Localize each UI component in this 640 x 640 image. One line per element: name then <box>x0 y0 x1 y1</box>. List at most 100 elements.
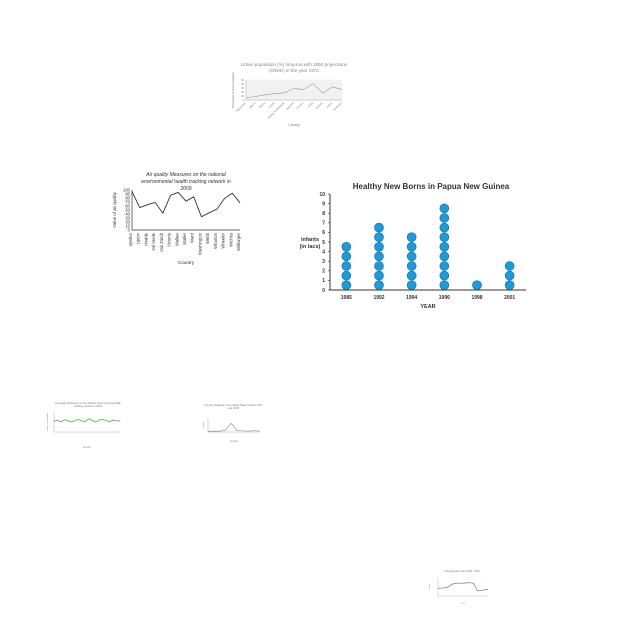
data-point <box>341 261 352 271</box>
y-tick-label: 1 <box>322 278 325 284</box>
x-tick-label: 1994 <box>406 295 417 301</box>
small-index-chart: Housing price index (2010 = 100) Year Ind… <box>424 570 494 606</box>
data-point <box>439 232 450 243</box>
data-point <box>504 280 515 290</box>
data-point <box>439 251 450 262</box>
y-tick-label: 30 <box>241 87 244 90</box>
y-tick-label: 7 <box>322 221 325 227</box>
data-point <box>439 270 450 281</box>
x-axis-label: Country <box>230 440 239 443</box>
series-line <box>131 191 241 218</box>
x-tick-label: Azerbaijan <box>333 101 344 112</box>
data-point <box>406 270 417 281</box>
x-tick-label: 1996 <box>439 295 450 301</box>
data-point <box>439 213 450 223</box>
x-axis-label: Country <box>83 446 92 449</box>
data-point <box>439 261 450 271</box>
y-axis-label: Percentage of urban population <box>231 71 235 108</box>
data-point <box>341 251 352 262</box>
data-point <box>439 222 450 233</box>
y-tick-label: 50 <box>125 207 130 212</box>
data-point <box>504 261 515 271</box>
y-tick-label: 3 <box>322 259 325 265</box>
x-axis-label: Year <box>461 602 466 605</box>
x-tick-label: Waller <box>182 232 187 244</box>
chart-title: Housing price index (2010 = 100) <box>444 570 480 573</box>
y-axis-label: Value of air quality <box>112 191 117 228</box>
data-point <box>374 242 384 252</box>
y-tick-label: 10 <box>241 95 244 98</box>
x-axis-label: YEAR <box>420 304 435 310</box>
x-tick-label: Van Zandt <box>159 232 164 252</box>
y-tick-label: 0 <box>322 288 325 294</box>
data-point <box>406 261 417 271</box>
chart-title: Urban population (%) long-run with 2050 … <box>241 62 347 73</box>
data-point <box>374 270 384 281</box>
x-tick-label: Austria <box>326 101 334 109</box>
data-point <box>406 242 417 252</box>
data-point <box>406 232 417 243</box>
x-tick-label: 1992 <box>373 295 384 301</box>
y-tick-label: 60 <box>125 203 130 208</box>
y-axis-label: infants <box>301 237 319 243</box>
y-tick-label: 0 <box>128 227 131 232</box>
x-tick-label: Afghanistan <box>236 101 248 113</box>
y-tick-label: 90 <box>125 191 130 196</box>
x-tick-label: Ward <box>190 232 195 243</box>
series-line <box>207 422 261 432</box>
data-point <box>374 261 384 271</box>
x-tick-label: 1985 <box>341 295 352 301</box>
y-tick-label: 40 <box>241 83 244 86</box>
data-point <box>439 203 450 214</box>
chart-plot: Country Value <box>203 418 261 443</box>
x-tick-label: Val Verde <box>151 232 156 251</box>
x-tick-label: Victoria <box>167 232 172 247</box>
y-tick-label: 70 <box>125 199 130 204</box>
chart-plot: Country Value of air quality <box>46 412 121 449</box>
data-point <box>439 280 450 290</box>
chart-title: Air quality Measures on the national env… <box>54 402 122 409</box>
x-tick-label: Upshur <box>128 232 133 246</box>
healthy-newborns-chart: Healthy New Borns in Papua New Guinea 0 1… <box>296 178 536 318</box>
data-point <box>341 280 352 290</box>
x-tick-label: Wheeler <box>221 232 226 248</box>
y-tick-label: 80 <box>125 195 130 200</box>
x-tick-label: Albania <box>249 101 257 109</box>
y-axis-label: Index <box>429 585 431 590</box>
x-tick-label: Wichita <box>228 232 233 246</box>
urban-population-chart: Urban population (%) long-run with 2050 … <box>224 62 352 134</box>
x-axis-label: Country <box>288 123 300 127</box>
y-tick-label: 0 <box>243 99 245 102</box>
y-axis-label: Value of air quality <box>46 412 49 431</box>
x-tick-label: 2001 <box>504 295 515 301</box>
data-point <box>374 222 384 233</box>
y-tick-label: 20 <box>241 91 244 94</box>
y-tick-label: 6 <box>322 230 325 236</box>
series-line <box>245 83 343 99</box>
data-point <box>341 242 352 252</box>
x-tick-label: Walker <box>174 232 179 245</box>
data-point <box>341 270 352 281</box>
y-tick-label: 8 <box>322 211 325 217</box>
x-tick-label: Aruba <box>307 101 314 108</box>
y-tick-label: 20 <box>125 219 130 224</box>
data-point <box>374 280 384 290</box>
x-tick-label: Armenia <box>296 101 305 110</box>
data-point <box>504 270 515 281</box>
data-point <box>439 242 450 252</box>
y-tick-label: 9 <box>322 201 325 207</box>
x-tick-label: Australia <box>315 101 324 110</box>
y-tick-label: 4 <box>322 249 325 255</box>
chart-plot: 0 1 2 3 4 5 6 7 8 9 10 1985 1992 1994 1996 1998 2001 YEAR… <box>300 192 526 310</box>
data-point <box>472 280 482 290</box>
small-statistics-chart: Country Statistics / Key Health Stats (Y… <box>200 402 266 446</box>
plot-background <box>246 80 342 100</box>
air-quality-chart: Air quality Measures on the national env… <box>108 172 248 268</box>
x-tick-label: 1998 <box>471 295 482 301</box>
y-tick-label: 2 <box>322 269 325 275</box>
chart-title: Country Statistics / Key Health Stats (Y… <box>204 404 262 411</box>
x-tick-label: Angola <box>268 101 276 109</box>
series-line <box>53 418 121 423</box>
